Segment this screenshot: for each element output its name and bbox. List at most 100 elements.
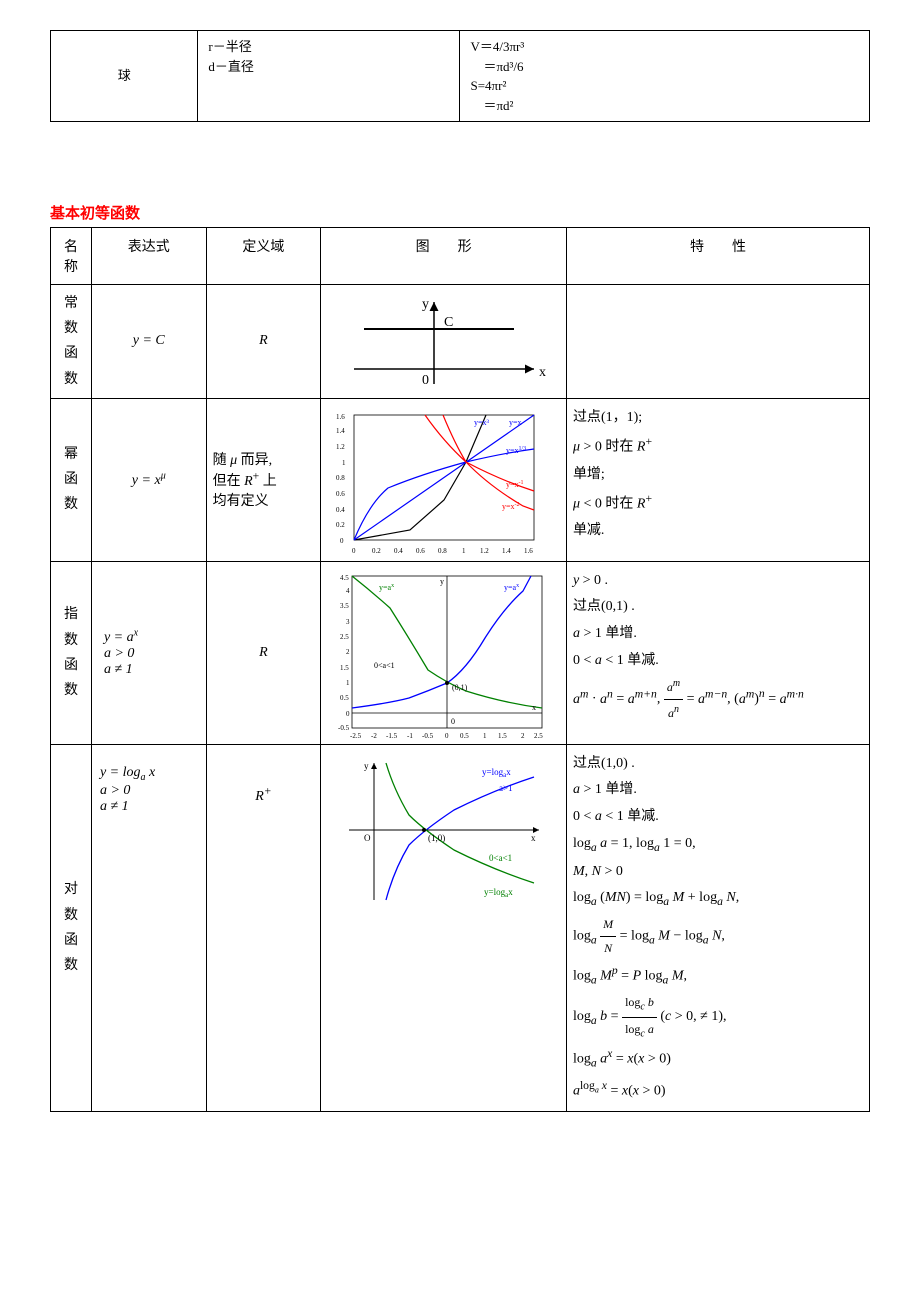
const-domain-text: R (259, 333, 268, 348)
svg-text:3: 3 (346, 618, 350, 626)
header-domain: 定义域 (206, 228, 321, 285)
svg-text:1.6: 1.6 (336, 413, 345, 421)
power-domain-l1: 但在 R+ 上 (213, 474, 277, 489)
sphere-params-text: r－半径 d－直径 (208, 39, 254, 74)
section-title: 基本初等函数 (50, 202, 870, 223)
exp-domain-text: R (259, 645, 268, 660)
svg-text:4: 4 (346, 587, 350, 595)
exp-graph: -2.5-2-1.5-1-0.500.511.522.5 -0.500.511.… (321, 561, 567, 744)
svg-text:-2.5: -2.5 (350, 732, 362, 738)
svg-text:-0.5: -0.5 (422, 732, 434, 738)
svg-text:y=x: y=x (509, 418, 522, 427)
log-graph: O (1,0) x y y=logax a>1 0<a<1 y=logax (321, 744, 567, 1111)
svg-text:1.5: 1.5 (498, 732, 507, 738)
svg-text:1.6: 1.6 (524, 547, 533, 555)
power-graph-svg: 0 0.2 0.4 0.6 0.8 1 1.2 1.4 1.6 0 0.2 0.4 0.6 0.8 1 1… (334, 405, 554, 555)
exp-name: 指数函数 (51, 561, 92, 744)
power-name: 幂函数 (51, 398, 92, 561)
svg-text:0: 0 (352, 547, 356, 555)
svg-text:0.4: 0.4 (394, 547, 403, 555)
svg-text:2: 2 (521, 732, 525, 738)
const-label-0: 0 (422, 373, 429, 388)
svg-text:2.5: 2.5 (534, 732, 543, 738)
log-label-y: y (364, 761, 369, 771)
svg-text:1: 1 (483, 732, 487, 738)
header-graph: 图 形 (321, 228, 567, 285)
svg-text:1.2: 1.2 (336, 443, 345, 451)
row-exp: 指数函数 y = ax a > 0 a ≠ 1 R -2.5 -2 -1.5 -1 -0… (51, 561, 870, 744)
svg-text:0.6: 0.6 (416, 547, 425, 555)
svg-text:0: 0 (346, 710, 350, 718)
power-domain: 随 μ 而异, 但在 R+ 上 均有定义 (206, 398, 321, 561)
svg-text:0.2: 0.2 (372, 547, 381, 555)
log-prop: 过点(1,0) . a > 1 单增. 0 < a < 1 单减. loga a… (566, 744, 869, 1111)
svg-text:1.5: 1.5 (340, 664, 349, 672)
svg-text:-2: -2 (371, 732, 377, 738)
svg-text:y=logax: y=logax (482, 767, 511, 779)
svg-text:4.5: 4.5 (340, 574, 349, 582)
svg-text:2.5: 2.5 (340, 633, 349, 641)
sphere-params-cell: r－半径 d－直径 (198, 31, 460, 122)
svg-text:1: 1 (462, 547, 466, 555)
power-expr: y = xμ (91, 398, 206, 561)
log-domain: R+ (206, 744, 321, 1111)
power-prop: 过点(1，1); μ > 0 时在 R+ 单增; μ < 0 时在 R+ 单减. (566, 398, 869, 561)
const-graph-svg: C y x 0 (334, 294, 554, 389)
svg-text:y=x³: y=x³ (474, 418, 490, 427)
svg-text:y=logax: y=logax (484, 887, 513, 899)
svg-text:0.6: 0.6 (336, 490, 345, 498)
svg-text:2: 2 (346, 648, 350, 656)
svg-text:0<a<1: 0<a<1 (374, 661, 395, 670)
svg-text:0: 0 (451, 717, 455, 726)
svg-text:1.2: 1.2 (480, 547, 489, 555)
svg-text:0.5: 0.5 (340, 694, 349, 702)
svg-text:-1: -1 (407, 732, 413, 738)
log-label-x: x (531, 833, 536, 843)
log-name: 对数函数 (51, 744, 92, 1111)
power-graph: 0 0.2 0.4 0.6 0.8 1 1.2 1.4 1.6 0 0.2 0.4 0.6 0.8 1 1… (321, 398, 567, 561)
svg-text:0.8: 0.8 (336, 474, 345, 482)
const-label-y: y (422, 297, 429, 312)
exp-prop: y > 0 . 过点(0,1) . a > 1 单增. 0 < a < 1 单减… (566, 561, 869, 744)
const-expr-text: y = C (133, 333, 165, 348)
const-graph: C y x 0 (321, 285, 567, 399)
svg-text:-1.5: -1.5 (386, 732, 398, 738)
svg-text:0.2: 0.2 (336, 521, 345, 529)
row-log: 对数函数 y = loga x a > 0 a ≠ 1 R+ O (1,0) x (51, 744, 870, 1111)
svg-text:y: y (440, 577, 444, 586)
const-label-c: C (444, 315, 453, 330)
header-expr: 表达式 (91, 228, 206, 285)
row-power: 幂函数 y = xμ 随 μ 而异, 但在 R+ 上 均有定义 0 0.2 0.4… (51, 398, 870, 561)
const-prop (566, 285, 869, 399)
sphere-result-text: V＝4/3πr³ ＝πd³/6 S=4πr² ＝πd² (470, 39, 524, 113)
power-domain-l2: 均有定义 (213, 494, 269, 509)
const-domain: R (206, 285, 321, 399)
svg-text:0.4: 0.4 (336, 506, 345, 514)
log-label-o: O (364, 833, 371, 843)
const-expr: y = C (91, 285, 206, 399)
header-prop: 特 性 (566, 228, 869, 285)
const-label-x: x (539, 365, 546, 380)
elementary-functions-table: 名 称 表达式 定义域 图 形 特 性 常数函数 y = C R C y x 0… (50, 227, 870, 1112)
header-row: 名 称 表达式 定义域 图 形 特 性 (51, 228, 870, 285)
svg-text:1.4: 1.4 (336, 427, 345, 435)
svg-text:x: x (532, 703, 536, 712)
power-domain-l0: 随 μ 而异, (213, 453, 273, 468)
svg-text:a>1: a>1 (499, 783, 513, 793)
svg-text:1: 1 (346, 679, 350, 687)
log-graph-svg: O (1,0) x y y=logax a>1 0<a<1 y=logax (334, 755, 554, 905)
log-expr: y = loga x a > 0 a ≠ 1 (91, 744, 206, 1111)
sphere-result-cell: V＝4/3πr³ ＝πd³/6 S=4πr² ＝πd² (460, 31, 870, 122)
exp-graph-svg: -2.5-2-1.5-1-0.500.511.522.5 -0.500.511.… (334, 568, 554, 738)
header-name-text: 名 称 (64, 240, 78, 275)
log-label-10: (1,0) (428, 833, 445, 843)
sphere-formulas-table: 球 r－半径 d－直径 V＝4/3πr³ ＝πd³/6 S=4πr² ＝πd² (50, 30, 870, 122)
svg-text:0: 0 (340, 537, 344, 545)
row-constant: 常数函数 y = C R C y x 0 (51, 285, 870, 399)
svg-text:0: 0 (445, 732, 449, 738)
svg-text:1: 1 (342, 459, 346, 467)
svg-text:0.5: 0.5 (460, 732, 469, 738)
svg-text:0.8: 0.8 (438, 547, 447, 555)
header-name: 名 称 (51, 228, 92, 285)
exp-expr: y = ax a > 0 a ≠ 1 (91, 561, 206, 744)
